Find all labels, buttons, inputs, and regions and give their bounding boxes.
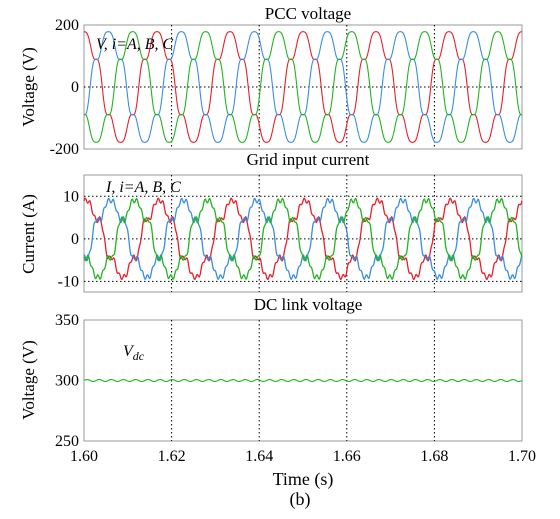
panel-title: PCC voltage — [265, 4, 351, 23]
panel-pcc-voltage: PCC voltage 200 0 -200 Voltage (V) V, i=A,… — [19, 4, 523, 158]
trace-group — [83, 31, 523, 143]
series-line — [83, 197, 523, 280]
y-tick-label: 0 — [71, 231, 79, 248]
x-tick-label: 1.66 — [333, 448, 361, 465]
y-tick-label: 200 — [55, 17, 79, 34]
y-tick-label: 300 — [55, 373, 79, 390]
y-axis-label: Voltage (V) — [19, 340, 38, 419]
x-axis-label: Time (s) — [273, 469, 334, 490]
panel-grid-current: Grid input current 10 0 -10 Current (A) I,… — [19, 150, 523, 293]
series-line — [83, 378, 523, 383]
plot-frame — [83, 174, 523, 293]
x-tick-label: 1.70 — [508, 448, 536, 465]
panel-dc-link-voltage: DC link voltage 350 300 250 Voltage (V) Vd… — [19, 295, 523, 450]
trace-group — [83, 378, 523, 383]
y-axis-label: Voltage (V) — [19, 47, 38, 126]
y-tick-label: -10 — [58, 273, 79, 290]
series-annotation: I, i=A, B, C — [105, 179, 181, 196]
series-line — [83, 197, 523, 281]
y-tick-label: 350 — [55, 312, 79, 329]
y-tick-label: -200 — [50, 141, 79, 158]
y-tick-label: 0 — [71, 79, 79, 96]
figure-caption: (b) — [290, 489, 311, 510]
x-axis: 1.60 1.62 1.64 1.66 1.68 1.70 — [70, 448, 536, 465]
x-tick-label: 1.64 — [245, 448, 273, 465]
series-line — [83, 31, 523, 143]
x-tick-label: 1.62 — [158, 448, 186, 465]
series-line — [83, 31, 523, 143]
x-tick-label: 1.60 — [70, 448, 98, 465]
series-annotation: V, i=A, B, C — [96, 36, 174, 53]
panel-title: DC link voltage — [254, 295, 363, 314]
series-annotation: Vdc — [123, 343, 145, 363]
y-tick-label: 10 — [63, 188, 79, 205]
trace-group — [83, 197, 523, 281]
x-tick-label: 1.68 — [420, 448, 448, 465]
panel-title: Grid input current — [247, 150, 370, 169]
y-axis-label: Current (A) — [19, 194, 38, 274]
y-tick-label: 250 — [55, 433, 79, 450]
